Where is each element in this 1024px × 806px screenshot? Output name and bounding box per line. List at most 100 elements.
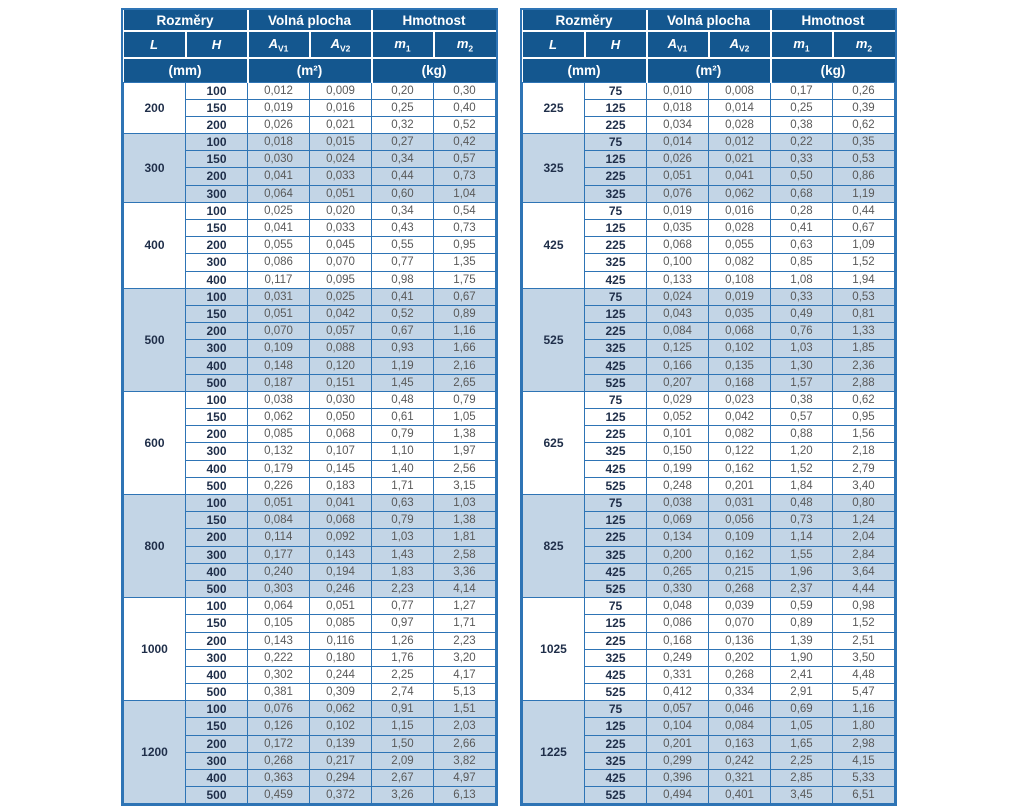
- value-cell: 1,38: [433, 511, 496, 530]
- value-cell: 0,48: [371, 390, 434, 410]
- value-cell: 3,36: [433, 562, 496, 581]
- value-cell: 0,81: [832, 304, 895, 324]
- value-cell: 2,23: [371, 579, 434, 599]
- value-cell: 0,107: [309, 442, 372, 461]
- dimension-H-cell: 100: [185, 390, 248, 410]
- value-cell: 1,10: [371, 442, 434, 461]
- value-cell: 1,43: [371, 545, 434, 564]
- value-cell: 0,051: [309, 184, 372, 203]
- dimension-H-cell: 325: [584, 339, 647, 358]
- value-cell: 3,64: [832, 562, 895, 581]
- dimension-H-cell: 325: [584, 751, 647, 771]
- dimension-H-cell: 150: [185, 218, 248, 238]
- value-cell: 0,019: [247, 98, 310, 117]
- value-cell: 2,03: [433, 717, 496, 736]
- value-cell: 0,088: [309, 339, 372, 358]
- dimension-H-cell: 100: [185, 700, 248, 719]
- value-cell: 0,98: [832, 597, 895, 616]
- table-row: 800 100 0,051 0,041 0,63 1,03: [123, 493, 496, 599]
- header-col-Av2-base: A: [330, 35, 340, 51]
- value-cell: 0,57: [770, 408, 833, 427]
- value-cell: 0,076: [247, 700, 310, 719]
- dimension-H-cell: 100: [185, 597, 248, 616]
- table-row: 225 0,051 0,041 0,50 0,86: [523, 167, 895, 186]
- value-cell: 2,23: [433, 631, 496, 650]
- value-cell: 6,51: [832, 786, 895, 805]
- value-cell: 0,249: [646, 648, 709, 667]
- value-cell: 0,53: [832, 287, 895, 306]
- value-cell: 1,39: [770, 631, 833, 650]
- dimension-H-cell: 100: [185, 133, 248, 152]
- value-cell: 0,200: [646, 545, 709, 564]
- table-row: 150 0,041 0,033 0,43 0,73: [124, 218, 496, 238]
- dimension-H-cell: 500: [185, 579, 248, 599]
- dimension-H-cell: 125: [584, 304, 647, 324]
- value-cell: 2,58: [433, 545, 496, 564]
- value-cell: 0,033: [309, 218, 372, 238]
- value-cell: 0,104: [646, 717, 709, 736]
- value-cell: 0,54: [433, 201, 496, 221]
- value-cell: 2,51: [832, 631, 895, 650]
- dimension-H-cell: 525: [584, 373, 647, 392]
- value-cell: 0,148: [247, 356, 310, 375]
- header-unit-mm: (mm): [123, 57, 249, 82]
- value-cell: 0,033: [309, 167, 372, 186]
- value-cell: 0,162: [708, 545, 771, 564]
- value-cell: 1,35: [433, 253, 496, 272]
- value-cell: 0,028: [708, 115, 771, 135]
- value-cell: 0,117: [247, 270, 310, 289]
- dimension-H-cell: 150: [185, 150, 248, 169]
- table-body-right: 225 75 0,010 0,008 0,17 0,26 125 0,018 0,014 0,25…: [522, 81, 895, 805]
- value-cell: 0,67: [371, 322, 434, 341]
- table-row: 425 0,199 0,162 1,52 2,79: [523, 459, 895, 478]
- value-cell: 0,95: [433, 236, 496, 255]
- value-cell: 0,023: [708, 390, 771, 410]
- table-row: 150 0,084 0,068 0,79 1,38: [124, 511, 496, 530]
- value-cell: 0,59: [770, 597, 833, 616]
- table-row: 325 0,125 0,102 1,03 1,85: [523, 339, 895, 358]
- value-cell: 1,85: [832, 339, 895, 358]
- value-cell: 1,03: [770, 339, 833, 358]
- value-cell: 2,91: [770, 683, 833, 702]
- value-cell: 0,61: [371, 408, 434, 427]
- value-cell: 0,268: [708, 579, 771, 599]
- value-cell: 0,055: [247, 236, 310, 255]
- table-row: 125 0,043 0,035 0,49 0,81: [523, 304, 895, 324]
- value-cell: 0,051: [247, 493, 310, 513]
- header-group-dimensions: Rozměry: [123, 10, 249, 32]
- table-row: 325 0,076 0,062 0,68 1,19: [523, 184, 895, 203]
- value-cell: 0,041: [247, 167, 310, 186]
- table-row: 125 0,069 0,056 0,73 1,24: [523, 511, 895, 530]
- dimension-H-cell: 75: [584, 597, 647, 616]
- value-cell: 0,95: [832, 408, 895, 427]
- dimension-H-cell: 425: [584, 459, 647, 478]
- table-row: 500 0,226 0,183 1,71 3,15: [124, 476, 496, 496]
- value-cell: 1,66: [433, 339, 496, 358]
- dimension-H-cell: 125: [584, 150, 647, 169]
- dimension-H-cell: 400: [185, 562, 248, 581]
- value-cell: 0,015: [309, 133, 372, 152]
- value-cell: 0,042: [309, 304, 372, 324]
- table-row: 525 0,412 0,334 2,91 5,47: [523, 683, 895, 702]
- value-cell: 0,401: [708, 786, 771, 805]
- value-cell: 1,05: [433, 408, 496, 427]
- dimension-H-cell: 300: [185, 442, 248, 461]
- value-cell: 0,30: [433, 81, 496, 100]
- value-cell: 0,49: [770, 304, 833, 324]
- table-row: 400 0,117 0,095 0,98 1,75: [124, 270, 496, 289]
- value-cell: 0,045: [309, 236, 372, 255]
- value-cell: 1,94: [832, 270, 895, 289]
- value-cell: 0,265: [646, 562, 709, 581]
- dimension-H-cell: 525: [584, 683, 647, 702]
- value-cell: 0,20: [371, 81, 434, 100]
- value-cell: 0,22: [770, 133, 833, 152]
- value-cell: 0,143: [247, 631, 310, 650]
- value-cell: 0,051: [247, 304, 310, 324]
- value-cell: 0,057: [309, 322, 372, 341]
- table-row: 1200 100 0,076 0,062 0,91 1,51: [123, 700, 496, 805]
- value-cell: 0,201: [708, 476, 771, 496]
- value-cell: 0,303: [247, 579, 310, 599]
- value-cell: 4,17: [433, 665, 496, 685]
- value-cell: 0,168: [708, 373, 771, 392]
- dimension-L-cell: 200: [123, 81, 186, 135]
